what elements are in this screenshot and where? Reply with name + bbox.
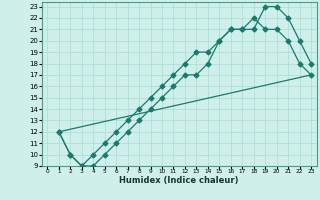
X-axis label: Humidex (Indice chaleur): Humidex (Indice chaleur) (119, 176, 239, 185)
